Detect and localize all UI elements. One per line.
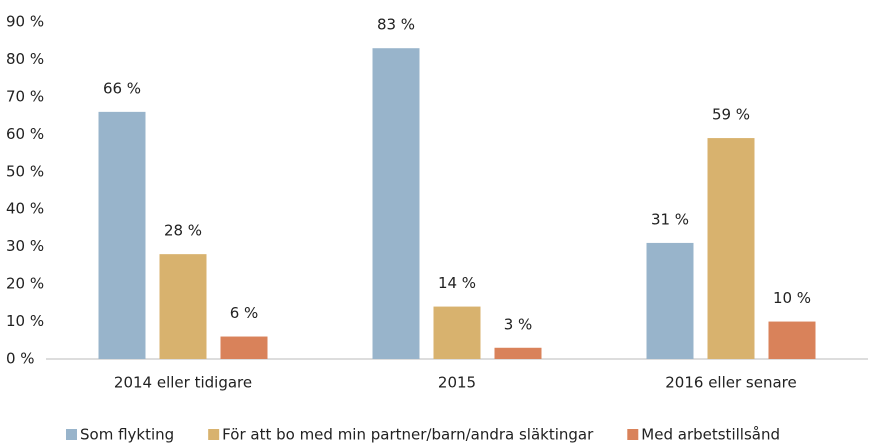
value-label: 31 % — [651, 210, 689, 228]
y-tick-label: 70 % — [6, 87, 44, 105]
bar — [98, 111, 146, 359]
value-label: 10 % — [773, 289, 811, 307]
y-tick-label: 40 % — [6, 200, 44, 218]
bar — [494, 347, 542, 359]
bar — [220, 336, 268, 359]
bar — [433, 306, 481, 359]
y-tick-label: 50 % — [6, 162, 44, 180]
bar — [707, 138, 755, 359]
legend-swatch — [208, 429, 220, 440]
bar — [646, 242, 694, 359]
legend-swatch — [66, 429, 77, 440]
y-tick-label: 30 % — [6, 237, 44, 255]
legend-swatch — [627, 429, 639, 440]
x-tick-label: 2015 — [438, 374, 476, 392]
value-label: 59 % — [712, 106, 750, 124]
bar — [372, 48, 420, 359]
legend-label: Som flykting — [80, 426, 174, 444]
value-label: 28 % — [164, 222, 202, 240]
y-tick-label: 0 % — [6, 350, 35, 368]
y-tick-label: 90 % — [6, 13, 44, 31]
value-label: 14 % — [438, 274, 476, 292]
bar — [768, 321, 816, 359]
legend-label: För att bo med min partner/barn/andra sl… — [222, 426, 594, 444]
legend-label: Med arbetstillsånd — [641, 426, 780, 444]
y-tick-label: 10 % — [6, 312, 44, 330]
value-label: 3 % — [504, 315, 533, 333]
bar — [159, 254, 207, 359]
value-label: 6 % — [230, 304, 259, 322]
value-label: 66 % — [103, 79, 141, 97]
y-tick-label: 80 % — [6, 50, 44, 68]
y-tick-label: 60 % — [6, 125, 44, 143]
value-label: 83 % — [377, 16, 415, 34]
x-tick-label: 2014 eller tidigare — [114, 374, 252, 392]
x-tick-label: 2016 eller senare — [665, 374, 796, 392]
y-tick-label: 20 % — [6, 275, 44, 293]
